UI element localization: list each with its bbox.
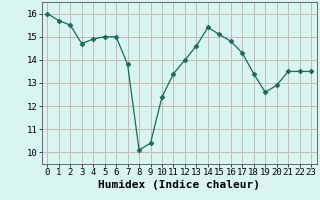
X-axis label: Humidex (Indice chaleur): Humidex (Indice chaleur) bbox=[98, 180, 260, 190]
